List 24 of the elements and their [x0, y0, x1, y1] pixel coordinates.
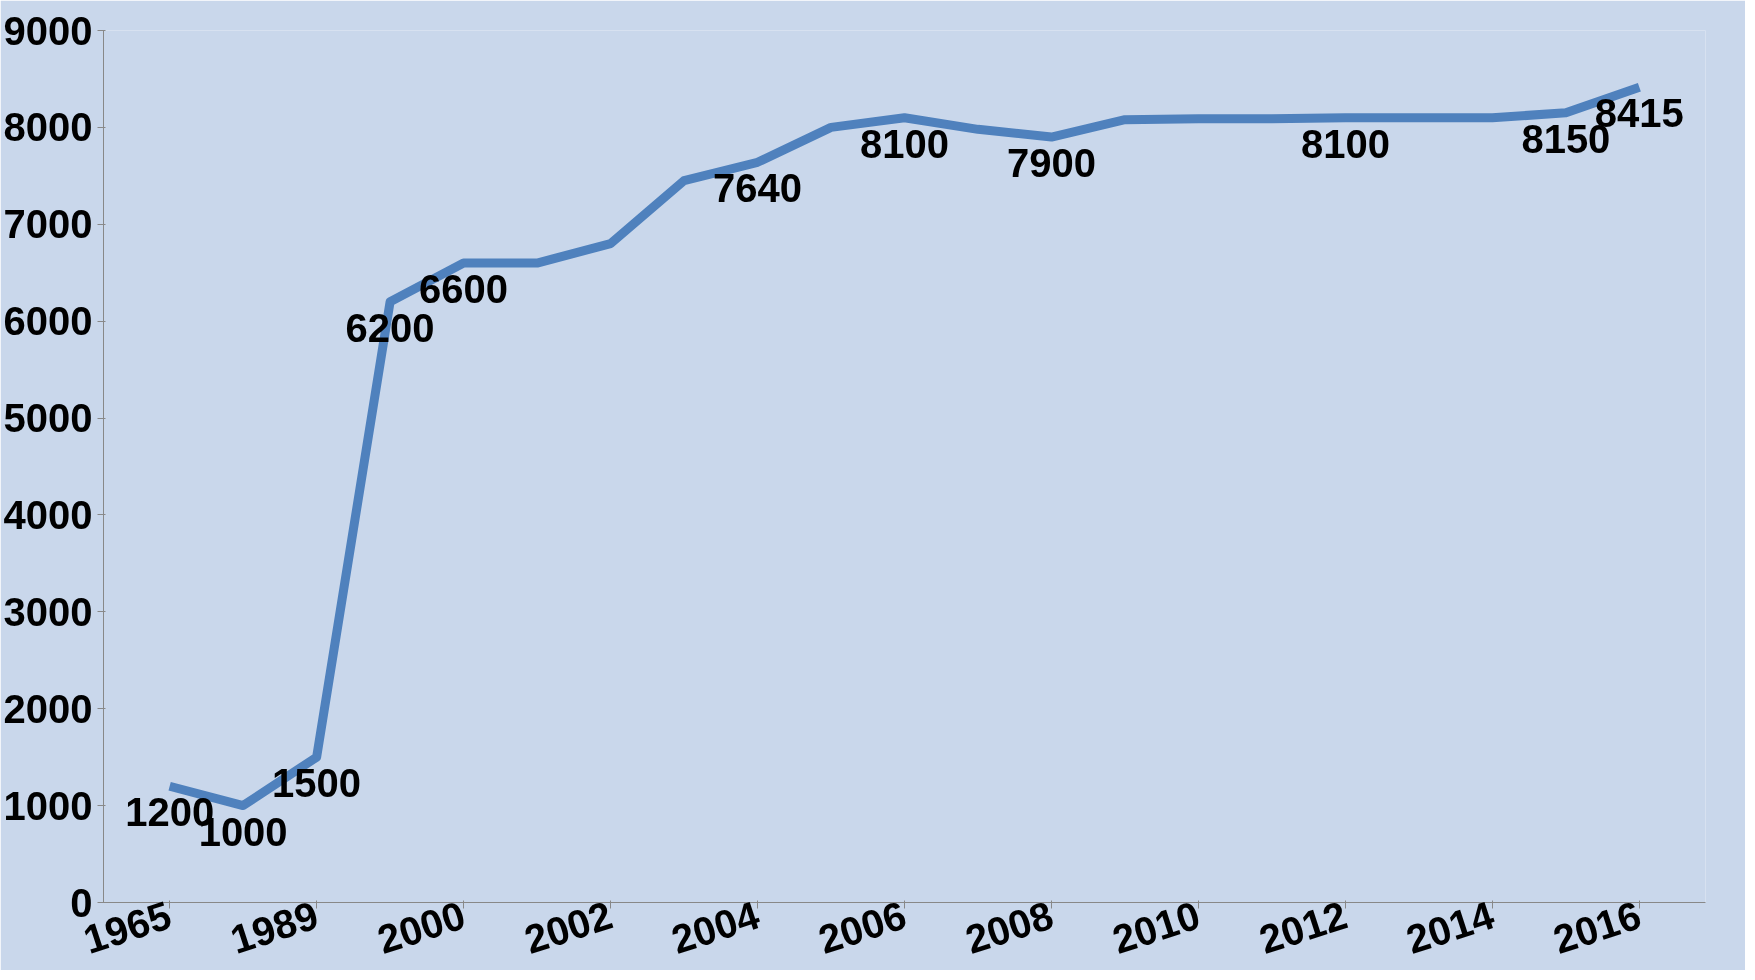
- data-label: 7900: [1006, 141, 1096, 186]
- x-tick-label: 2000: [372, 892, 471, 962]
- y-tick-label: 2000: [3, 686, 93, 731]
- x-tick-label: 2008: [960, 892, 1059, 962]
- y-tick-label: 9000: [3, 8, 93, 53]
- data-label: 8100: [1300, 121, 1390, 166]
- data-label: 1500: [272, 761, 362, 806]
- y-tick-label: 8000: [3, 105, 93, 150]
- x-tick-label: 2004: [666, 892, 766, 962]
- y-tick-label: 3000: [3, 589, 93, 634]
- x-tick-label: 1989: [225, 892, 324, 962]
- x-tick-label: 2006: [813, 892, 912, 962]
- data-label: 7640: [713, 166, 803, 211]
- y-tick-label: 6000: [3, 299, 93, 344]
- x-tick-label: 2010: [1107, 892, 1206, 962]
- y-tick-label: 1000: [3, 783, 93, 828]
- x-tick-label: 2016: [1547, 892, 1647, 962]
- x-tick-label: 2012: [1253, 892, 1353, 962]
- data-label: 8100: [860, 121, 949, 166]
- x-tick-label: 2014: [1400, 892, 1500, 962]
- y-tick-label: 7000: [3, 202, 93, 247]
- x-tick-label: 2002: [519, 892, 618, 962]
- y-tick-label: 4000: [3, 492, 93, 537]
- y-tick-label: 5000: [3, 396, 93, 441]
